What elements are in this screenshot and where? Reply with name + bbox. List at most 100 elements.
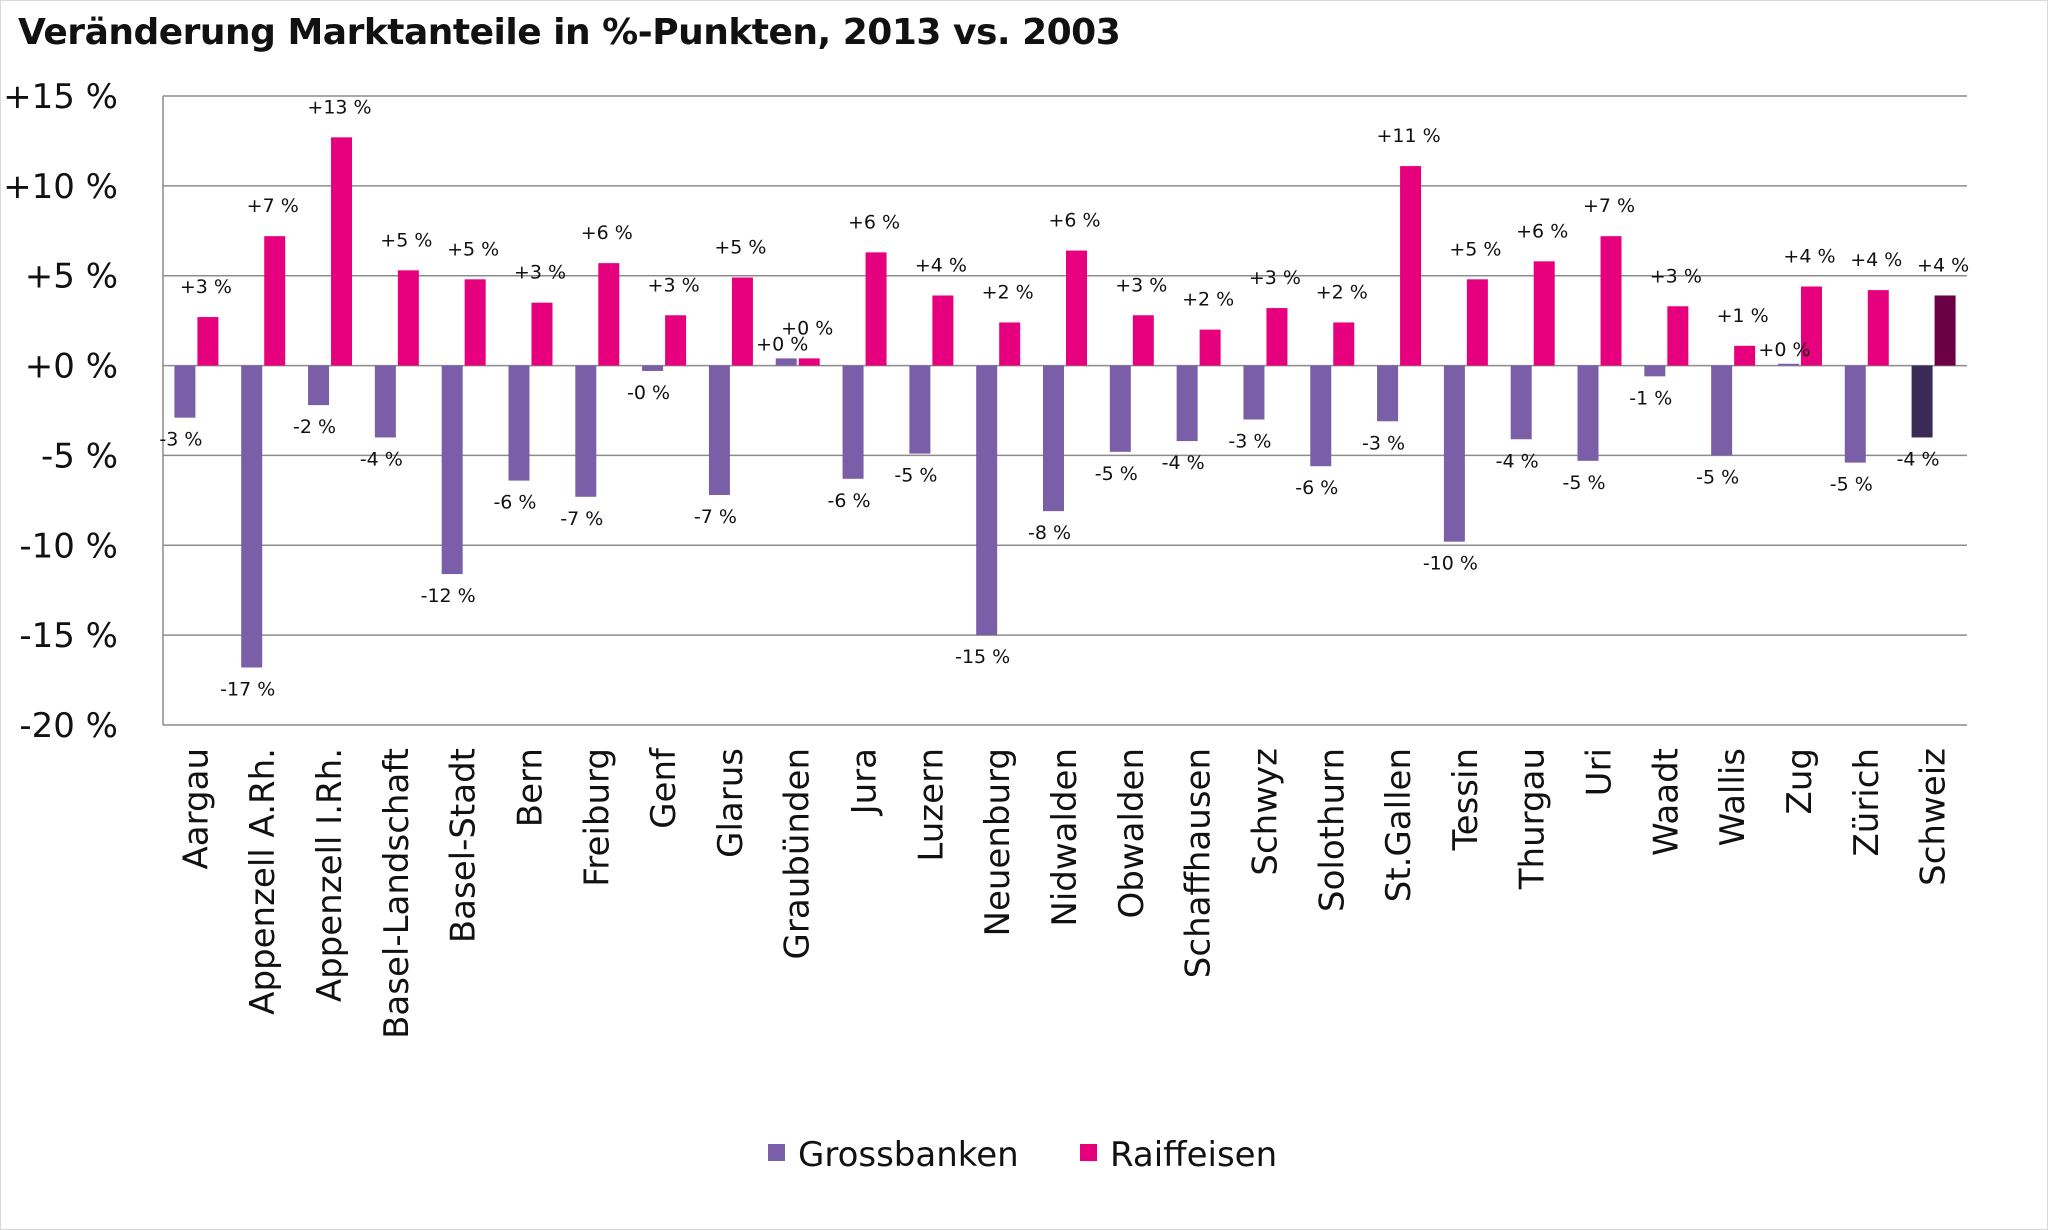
data-label-raiffeisen: +2 % xyxy=(1316,281,1368,303)
data-label-raiffeisen: +3 % xyxy=(1249,267,1301,289)
data-label-raiffeisen: +6 % xyxy=(848,211,900,233)
category-label: Basel-Landschaft xyxy=(377,748,417,1039)
y-tick-label: -10 % xyxy=(19,526,118,566)
y-axis-ticks: +15 % +10 % +5 % +0 % -5 % -10 % -15 % -20 % xyxy=(3,77,118,746)
data-label-grossbanken: -3 % xyxy=(1362,432,1405,454)
y-tick-label: -15 % xyxy=(19,616,118,656)
data-label-raiffeisen: +4 % xyxy=(915,254,967,276)
category-label: Zug xyxy=(1780,748,1820,814)
bar-raiffeisen xyxy=(1333,322,1355,366)
bar-grossbanken xyxy=(1176,365,1198,442)
category-label: Graubünden xyxy=(778,748,818,959)
bar-grossbanken xyxy=(508,365,530,481)
bar-raiffeisen xyxy=(397,270,419,366)
bar-raiffeisen xyxy=(331,137,353,366)
category-label: St.Gallen xyxy=(1379,748,1419,902)
bar-raiffeisen xyxy=(1400,166,1422,366)
bar-grossbanken xyxy=(1310,365,1332,467)
category-label: Genf xyxy=(644,747,684,829)
legend: Grossbanken Raiffeisen xyxy=(768,1135,1277,1175)
data-label-raiffeisen: +4 % xyxy=(1850,249,1902,271)
data-label-raiffeisen: +5 % xyxy=(714,237,766,259)
bar-raiffeisen xyxy=(1533,261,1555,366)
bar-raiffeisen xyxy=(464,279,486,366)
bar-raiffeisen xyxy=(999,322,1021,366)
data-label-grossbanken: -5 % xyxy=(1830,474,1873,496)
data-label-raiffeisen: +3 % xyxy=(514,262,566,284)
data-label-grossbanken: -4 % xyxy=(360,448,403,470)
data-label-grossbanken: -5 % xyxy=(1562,472,1605,494)
bar-raiffeisen xyxy=(197,317,219,366)
category-label: Obwalden xyxy=(1112,748,1152,918)
bar-raiffeisen xyxy=(264,236,286,366)
legend-label: Grossbanken xyxy=(798,1135,1019,1175)
data-label-grossbanken: -3 % xyxy=(1228,430,1271,452)
data-label-raiffeisen: +11 % xyxy=(1376,125,1440,147)
data-label-raiffeisen: +2 % xyxy=(1182,289,1234,311)
data-label-grossbanken: -7 % xyxy=(694,506,737,528)
data-label-raiffeisen: +2 % xyxy=(982,281,1034,303)
category-label: Waadt xyxy=(1646,748,1686,856)
data-label-raiffeisen: +5 % xyxy=(447,238,499,260)
data-label-grossbanken: -6 % xyxy=(828,490,871,512)
bar-grossbanken xyxy=(241,365,263,668)
category-label: Wallis xyxy=(1713,748,1753,846)
category-label: Schaffhausen xyxy=(1179,748,1219,978)
y-tick-label: +15 % xyxy=(3,77,118,117)
category-label: Appenzell I.Rh. xyxy=(310,748,350,1002)
bar-grossbanken xyxy=(441,365,463,575)
bar-grossbanken xyxy=(1043,365,1064,512)
chart-title: Veränderung Marktanteile in %-Punkten, 2… xyxy=(18,12,1121,53)
bar-grossbanken xyxy=(909,365,931,454)
bar-raiffeisen xyxy=(1934,295,1956,366)
data-label-grossbanken: -5 % xyxy=(1095,463,1138,485)
category-label: Freiburg xyxy=(577,748,617,887)
bar-raiffeisen xyxy=(865,252,887,366)
bar-raiffeisen xyxy=(1667,306,1689,366)
data-label-grossbanken: +0 % xyxy=(1758,339,1810,361)
category-label: Thurgau xyxy=(1513,748,1553,890)
category-label: Glarus xyxy=(711,748,751,858)
bar-raiffeisen xyxy=(1266,308,1288,366)
bar-raiffeisen xyxy=(1132,315,1154,366)
data-label-raiffeisen: +3 % xyxy=(1115,274,1167,296)
y-tick-label: -5 % xyxy=(41,436,118,476)
data-label-raiffeisen: +1 % xyxy=(1717,305,1769,327)
bar-grossbanken xyxy=(308,365,330,406)
data-label-grossbanken: -17 % xyxy=(220,678,275,700)
y-tick-label: -20 % xyxy=(19,706,118,746)
bar-grossbanken xyxy=(1443,365,1465,542)
category-label: Luzern xyxy=(911,748,951,862)
data-label-raiffeisen: +7 % xyxy=(247,195,299,217)
data-label-raiffeisen: +6 % xyxy=(1516,220,1568,242)
bar-raiffeisen xyxy=(1800,286,1822,366)
category-label: Aargau xyxy=(176,748,216,869)
bars xyxy=(174,137,1956,668)
bar-grossbanken xyxy=(1577,365,1599,461)
data-label-grossbanken: -5 % xyxy=(1696,466,1739,488)
data-label-grossbanken: -12 % xyxy=(421,585,476,607)
data-label-grossbanken: +0 % xyxy=(756,333,808,355)
bar-grossbanken xyxy=(976,365,998,636)
bar-grossbanken xyxy=(708,365,730,495)
bar-grossbanken xyxy=(1711,365,1733,456)
data-label-raiffeisen: +4 % xyxy=(1917,254,1969,276)
bar-grossbanken xyxy=(642,365,664,371)
x-axis-categories: Aargau Appenzell A.Rh. Appenzell I.Rh. Base… xyxy=(176,747,1953,1039)
data-label-grossbanken: -6 % xyxy=(493,492,536,514)
bar-grossbanken xyxy=(575,365,597,497)
bar-raiffeisen xyxy=(665,315,687,366)
category-label: Solothurn xyxy=(1312,748,1352,912)
bar-grossbanken xyxy=(775,358,797,366)
bar-raiffeisen xyxy=(731,277,753,366)
data-label-raiffeisen: +3 % xyxy=(1650,265,1702,287)
category-label: Jura xyxy=(845,748,885,816)
gridlines xyxy=(162,95,1967,726)
data-label-grossbanken: -5 % xyxy=(894,465,937,487)
y-tick-label: +5 % xyxy=(25,257,118,297)
data-label-grossbanken: -3 % xyxy=(159,429,202,451)
data-label-raiffeisen: +5 % xyxy=(380,229,432,251)
bar-grossbanken xyxy=(1911,365,1933,438)
bar-grossbanken xyxy=(174,365,196,418)
